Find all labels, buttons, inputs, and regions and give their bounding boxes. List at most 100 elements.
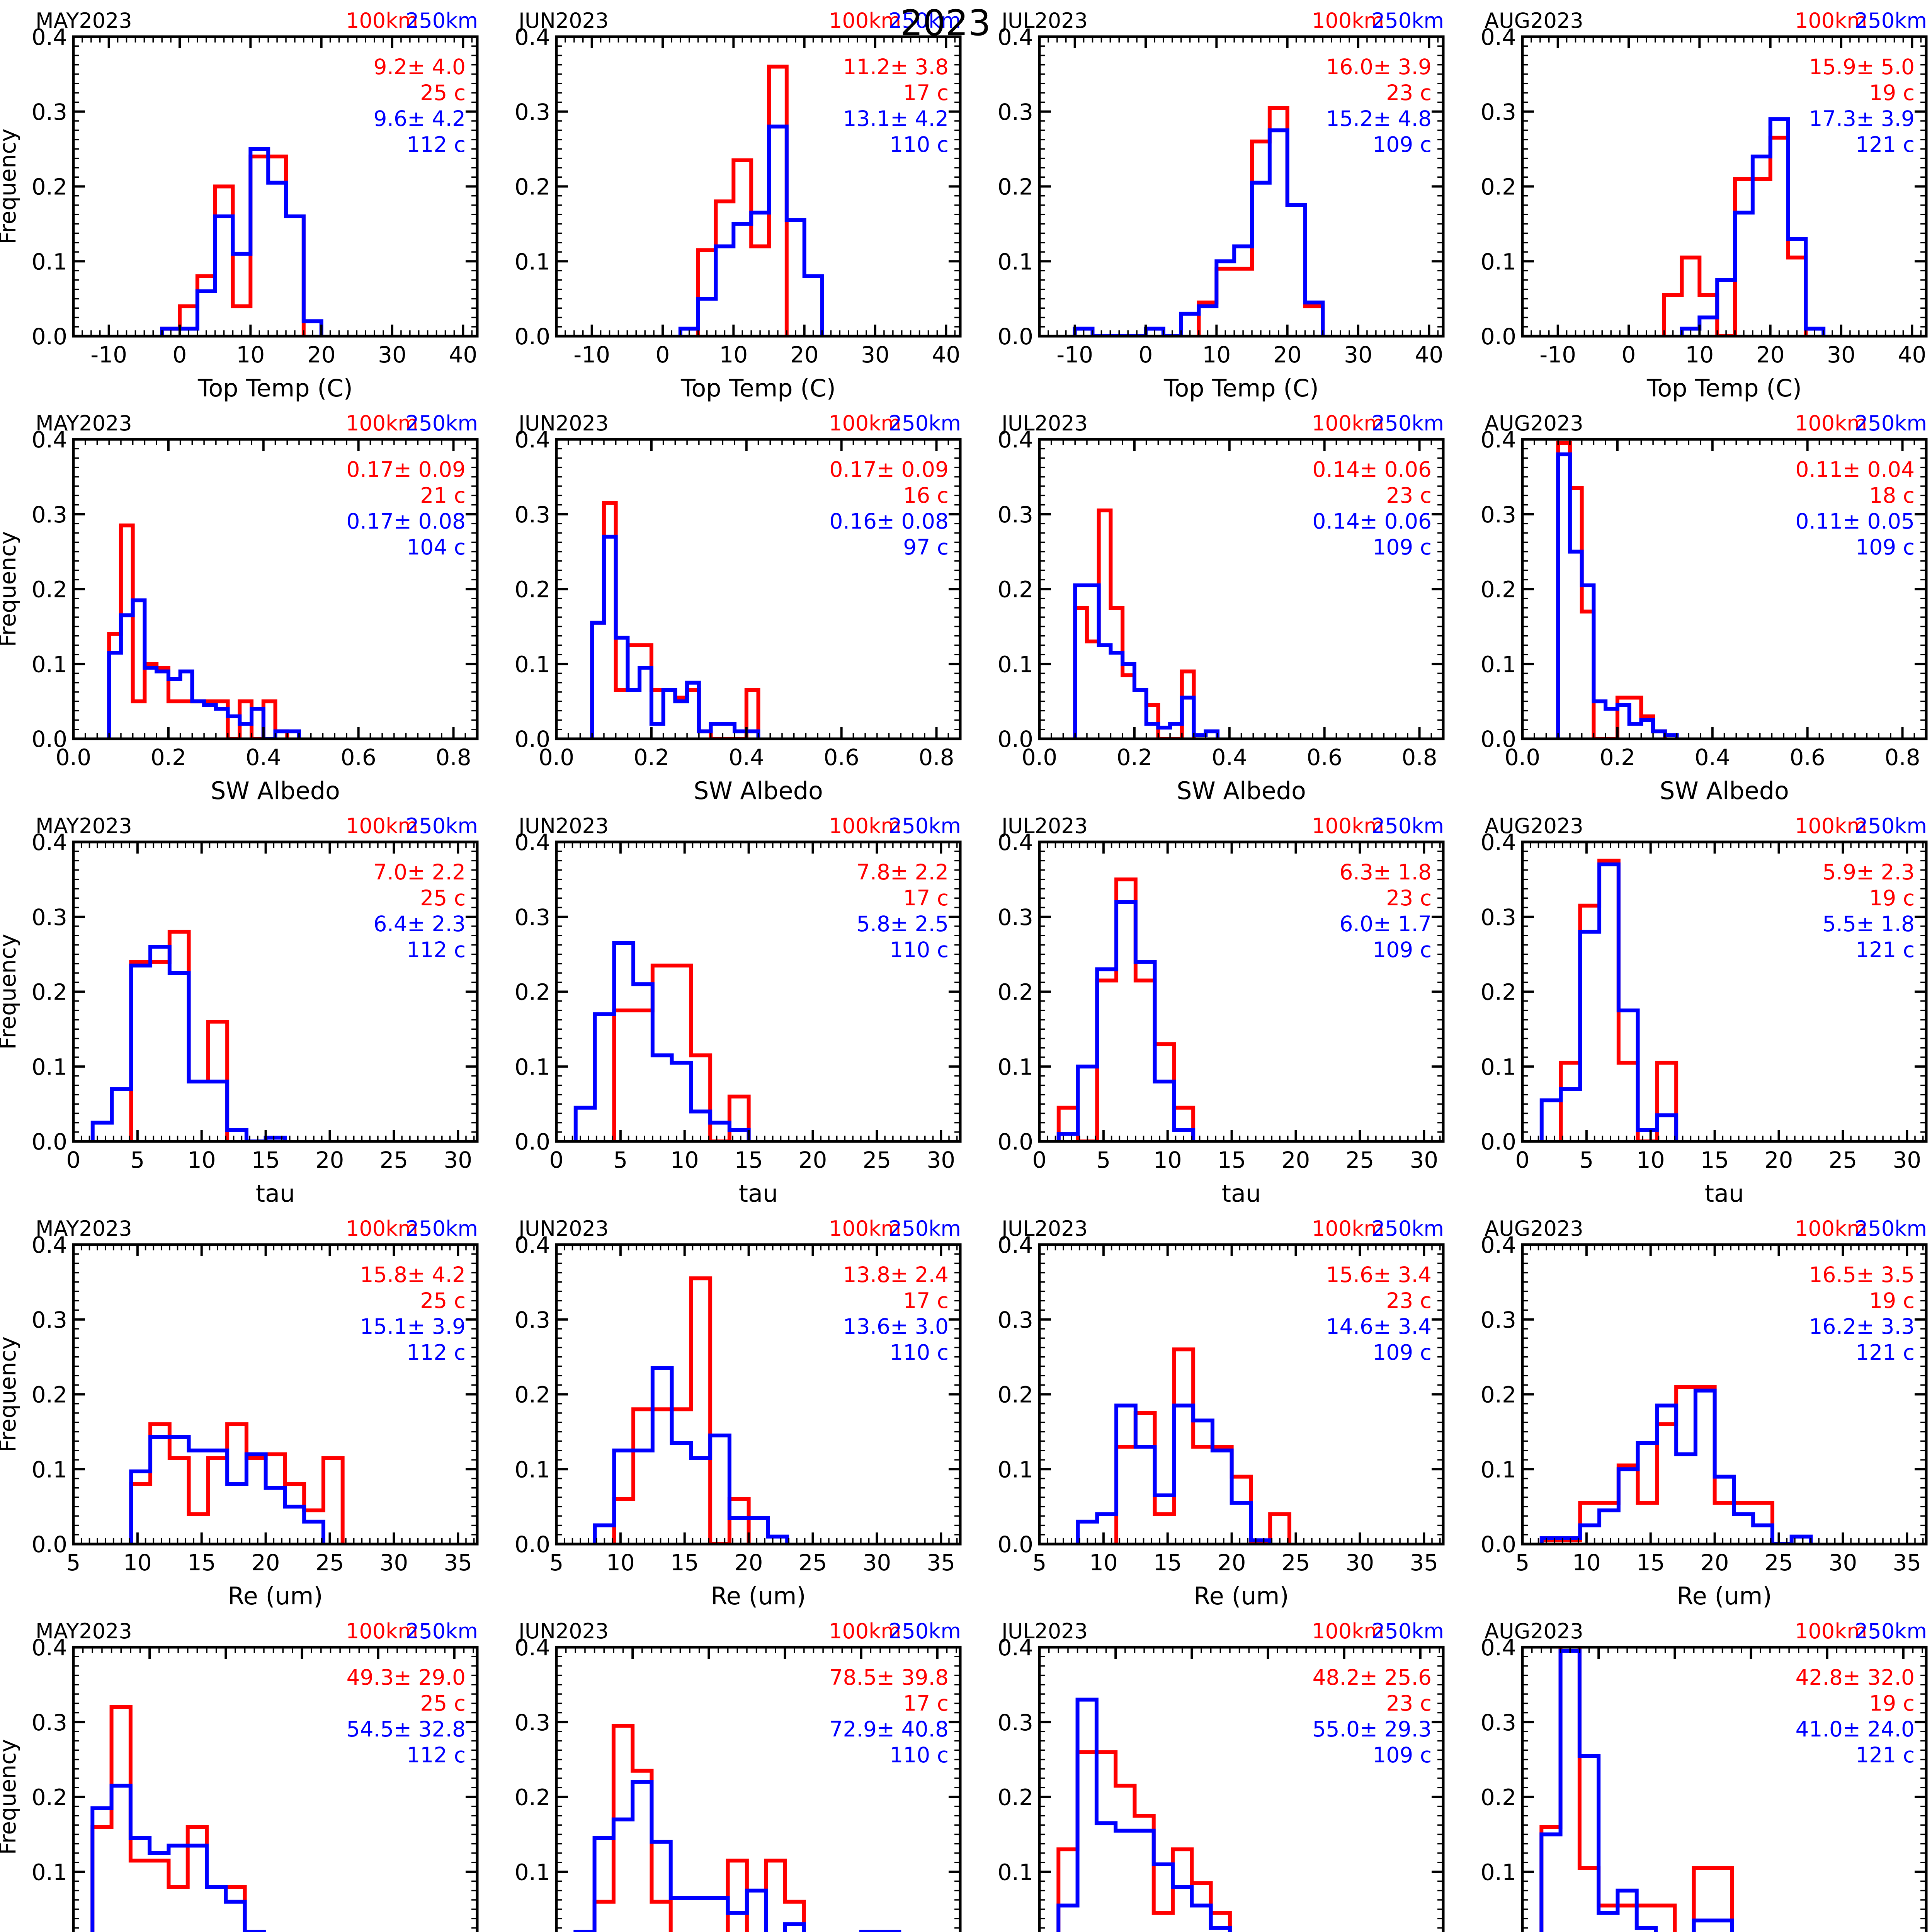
major-ticks bbox=[72, 1646, 477, 1873]
stat-mean-100km: 11.2± 3.8 bbox=[843, 54, 949, 79]
x-tick-label: 0.8 bbox=[1401, 744, 1437, 770]
minor-ticks bbox=[73, 37, 477, 336]
x-tick-label: 5 bbox=[66, 1549, 81, 1576]
x-tick-label: 30 bbox=[862, 1549, 891, 1576]
legend-250km-label: 250km bbox=[1855, 411, 1927, 435]
histogram-250km bbox=[1539, 862, 1679, 1141]
x-tick-label: -10 bbox=[573, 342, 610, 368]
x-tick-label: 30 bbox=[378, 342, 406, 368]
histogram-250km bbox=[590, 534, 760, 739]
histogram-250km bbox=[678, 124, 824, 336]
x-axis-label: Re (um) bbox=[1677, 1582, 1772, 1610]
x-tick-label: 30 bbox=[1344, 342, 1372, 368]
y-tick-label: 0.1 bbox=[998, 1456, 1033, 1483]
y-tick-label: 0.4 bbox=[515, 829, 550, 855]
stat-count-250km: 110 c bbox=[889, 1340, 949, 1365]
y-tick-label: 0.0 bbox=[515, 1531, 550, 1558]
x-tick-label: 0 bbox=[656, 342, 670, 368]
stat-mean-250km: 9.6± 4.2 bbox=[373, 106, 466, 131]
panel-month-label: MAY2023 bbox=[36, 1216, 132, 1241]
plot-box bbox=[72, 1646, 479, 1932]
x-tick-label: 5 bbox=[549, 1549, 564, 1576]
y-tick-label: 0.2 bbox=[32, 174, 67, 200]
y-tick-label: 0.2 bbox=[1481, 1784, 1516, 1811]
legend-100km-label: 100km bbox=[1312, 814, 1384, 838]
stat-mean-100km: 15.6± 3.4 bbox=[1326, 1262, 1432, 1287]
y-tick-label: 0.1 bbox=[32, 1054, 67, 1080]
histogram-panel-AUG2023-SW Albedo: 0.0 0.2 0.4 0.6 0.80.00.10.20.30.4AUG2023 100… bbox=[1481, 411, 1928, 805]
stat-count-250km: 112 c bbox=[406, 132, 466, 157]
x-tick-label: 10 bbox=[1572, 1549, 1601, 1576]
y-tick-label: 0.1 bbox=[515, 248, 550, 275]
y-tick-label: 0.3 bbox=[998, 1709, 1033, 1736]
legend-250km-label: 250km bbox=[889, 814, 961, 838]
y-tick-label: 0.3 bbox=[1481, 904, 1516, 930]
stat-count-250km: 97 c bbox=[903, 535, 949, 560]
y-tick-label: 0.2 bbox=[998, 1784, 1033, 1811]
y-tick-label: 0.3 bbox=[1481, 99, 1516, 125]
y-tick-label: 0.1 bbox=[32, 1456, 67, 1483]
panel-month-label: JUL2023 bbox=[1000, 1216, 1088, 1241]
stat-mean-250km: 6.0± 1.7 bbox=[1339, 912, 1432, 936]
x-tick-label: 20 bbox=[1282, 1147, 1310, 1173]
x-tick-label: 15 bbox=[1701, 1147, 1729, 1173]
legend-250km-label: 250km bbox=[1372, 1619, 1444, 1643]
y-tick-label: 0.0 bbox=[1481, 323, 1516, 350]
x-tick-label: 0.6 bbox=[1790, 744, 1825, 770]
histogram-250km bbox=[107, 598, 301, 739]
x-tick-label: 20 bbox=[790, 342, 819, 368]
x-tick-label: 15 bbox=[1636, 1549, 1665, 1576]
y-tick-label: 0.0 bbox=[32, 323, 67, 350]
panel-month-label: JUL2023 bbox=[1000, 814, 1088, 838]
stat-mean-250km: 5.5± 1.8 bbox=[1822, 912, 1915, 936]
y-tick-label: 0.1 bbox=[1481, 651, 1516, 677]
y-tick-label: 0.3 bbox=[515, 502, 550, 528]
panel-month-label: JUN2023 bbox=[517, 411, 609, 435]
stat-mean-250km: 5.8± 2.5 bbox=[856, 912, 949, 936]
stat-count-250km: 110 c bbox=[889, 937, 949, 962]
y-tick-label: 0.3 bbox=[998, 502, 1033, 528]
panel-month-label: AUG2023 bbox=[1485, 411, 1583, 435]
legend-100km-label: 100km bbox=[829, 411, 901, 435]
x-tick-label: 30 bbox=[1827, 342, 1855, 368]
y-tick-label: 0.4 bbox=[1481, 427, 1516, 453]
x-tick-label: -10 bbox=[1056, 342, 1093, 368]
plot-box bbox=[555, 35, 962, 338]
y-tick-label: 0.0 bbox=[1481, 1531, 1516, 1558]
y-tick-label: 0.2 bbox=[32, 577, 67, 603]
major-ticks bbox=[1521, 841, 1926, 1143]
y-tick-label: 0.2 bbox=[998, 577, 1033, 603]
stat-count-100km: 25 c bbox=[420, 80, 466, 105]
plot-box bbox=[1038, 1243, 1445, 1546]
stat-count-250km: 121 c bbox=[1855, 1743, 1915, 1767]
histogram-250km bbox=[129, 1435, 325, 1544]
legend-100km-label: 100km bbox=[1795, 9, 1867, 33]
legend-250km-label: 250km bbox=[889, 411, 961, 435]
x-tick-label: 10 bbox=[1089, 1549, 1118, 1576]
y-tick-label: 0.2 bbox=[515, 979, 550, 1005]
x-tick-label: 0.4 bbox=[1212, 744, 1247, 770]
legend-100km-label: 100km bbox=[1312, 411, 1384, 435]
plot-box bbox=[72, 35, 479, 338]
stat-mean-100km: 15.8± 4.2 bbox=[360, 1262, 466, 1287]
x-tick-label: 0.8 bbox=[435, 744, 471, 770]
stat-mean-250km: 6.4± 2.3 bbox=[373, 912, 466, 936]
y-tick-label: 0.0 bbox=[1481, 726, 1516, 752]
x-tick-label: 25 bbox=[1282, 1549, 1310, 1576]
x-tick-label: -10 bbox=[1539, 342, 1576, 368]
stat-mean-100km: 15.9± 5.0 bbox=[1809, 54, 1915, 79]
stat-mean-100km: 16.0± 3.9 bbox=[1326, 54, 1432, 79]
stat-mean-100km: 7.0± 2.2 bbox=[373, 860, 466, 884]
major-ticks bbox=[555, 1243, 960, 1545]
minor-ticks bbox=[73, 439, 477, 739]
x-axis-label: Re (um) bbox=[711, 1582, 806, 1610]
major-ticks bbox=[72, 1243, 477, 1545]
x-tick-label: 5 bbox=[1579, 1147, 1594, 1173]
x-tick-label: 0.6 bbox=[824, 744, 859, 770]
y-tick-label: 0.4 bbox=[32, 427, 67, 453]
legend-100km-label: 100km bbox=[1795, 411, 1867, 435]
stat-count-100km: 19 c bbox=[1869, 886, 1915, 910]
